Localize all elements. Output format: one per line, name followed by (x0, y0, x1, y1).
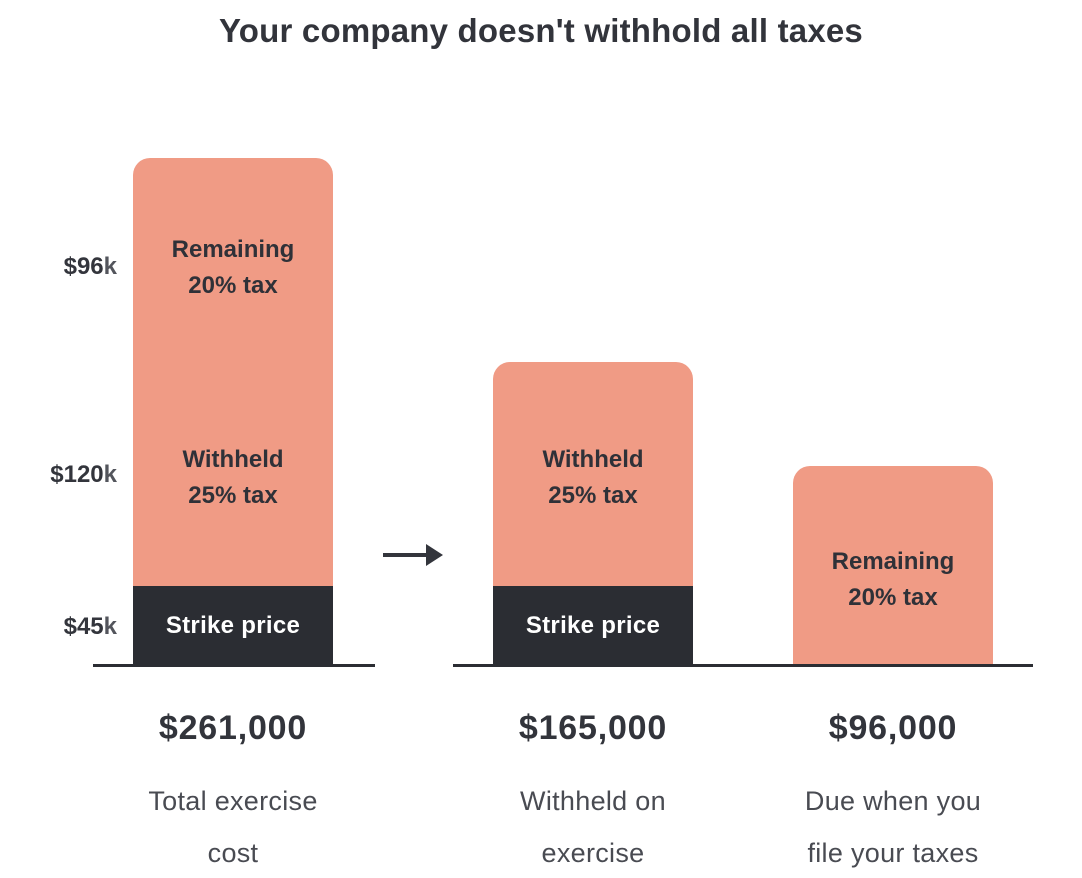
segment-label-remaining-tax: Remaining 20% tax (793, 544, 993, 616)
segment-strike-price: Strike price (133, 586, 333, 665)
segment-label-withheld-tax: Withheld 25% tax (493, 442, 693, 514)
y-tick-suffix: k (103, 613, 117, 640)
bar-withheld-on-exercise: Withheld 25% tax Strike price (493, 362, 693, 665)
arrow-right-icon (383, 544, 443, 566)
bar-total-exercise-cost: Remaining 20% tax Withheld 25% tax Strik… (133, 158, 333, 665)
segment-label-line: 25% tax (188, 482, 278, 509)
y-tick-96k: $96k (0, 253, 117, 281)
total-label-due: $96,000 (828, 709, 958, 747)
segment-strike-price: Strike price (493, 586, 693, 665)
segment-label-withheld-tax: Withheld 25% tax (133, 442, 333, 514)
segment-label-line: 20% tax (188, 272, 278, 299)
caption-line: exercise (541, 838, 645, 868)
baseline-left (93, 664, 375, 667)
bar-due-when-you-file: Remaining 20% tax (793, 466, 993, 665)
caption-due: Due when you file your taxes (743, 775, 1043, 878)
segment-withheld-tax: Withheld 25% tax (493, 362, 693, 586)
segment-label-line: Withheld (182, 446, 284, 473)
caption-line: Due when you (804, 786, 982, 816)
segment-label-line: 25% tax (548, 482, 638, 509)
segment-label-line: Withheld (542, 446, 644, 473)
y-tick-suffix: k (103, 461, 117, 488)
baseline-right (453, 664, 1033, 667)
total-label-exercise-cost: $261,000 (158, 709, 308, 747)
chart-title: Your company doesn't withhold all taxes (219, 12, 863, 49)
y-tick-amount: $120 (50, 461, 104, 488)
caption-line: Withheld on (520, 786, 666, 816)
y-tick-amount: $96 (63, 253, 104, 280)
segment-label-strike-price: Strike price (525, 611, 661, 639)
caption-line: Total exercise (148, 786, 318, 816)
segment-label-line: Remaining (831, 548, 955, 575)
arrow-shaft (383, 553, 429, 557)
y-tick-suffix: k (103, 253, 117, 280)
caption-line: file your taxes (807, 838, 979, 868)
y-tick-120k: $120k (0, 461, 117, 489)
segment-label-line: 20% tax (848, 584, 938, 611)
y-tick-45k: $45k (0, 613, 117, 641)
arrow-head (426, 544, 443, 566)
segment-remaining-tax: Remaining 20% tax (793, 466, 993, 665)
segment-label-line: Remaining (171, 236, 295, 263)
caption-line: cost (207, 838, 259, 868)
y-tick-amount: $45 (63, 613, 104, 640)
segment-remaining-and-withheld-tax: Remaining 20% tax Withheld 25% tax (133, 158, 333, 586)
segment-label-remaining-tax: Remaining 20% tax (133, 232, 333, 304)
total-label-withheld: $165,000 (518, 709, 668, 747)
caption-exercise-cost: Total exercise cost (83, 775, 383, 878)
segment-label-strike-price: Strike price (165, 611, 301, 639)
caption-withheld: Withheld on exercise (443, 775, 743, 878)
